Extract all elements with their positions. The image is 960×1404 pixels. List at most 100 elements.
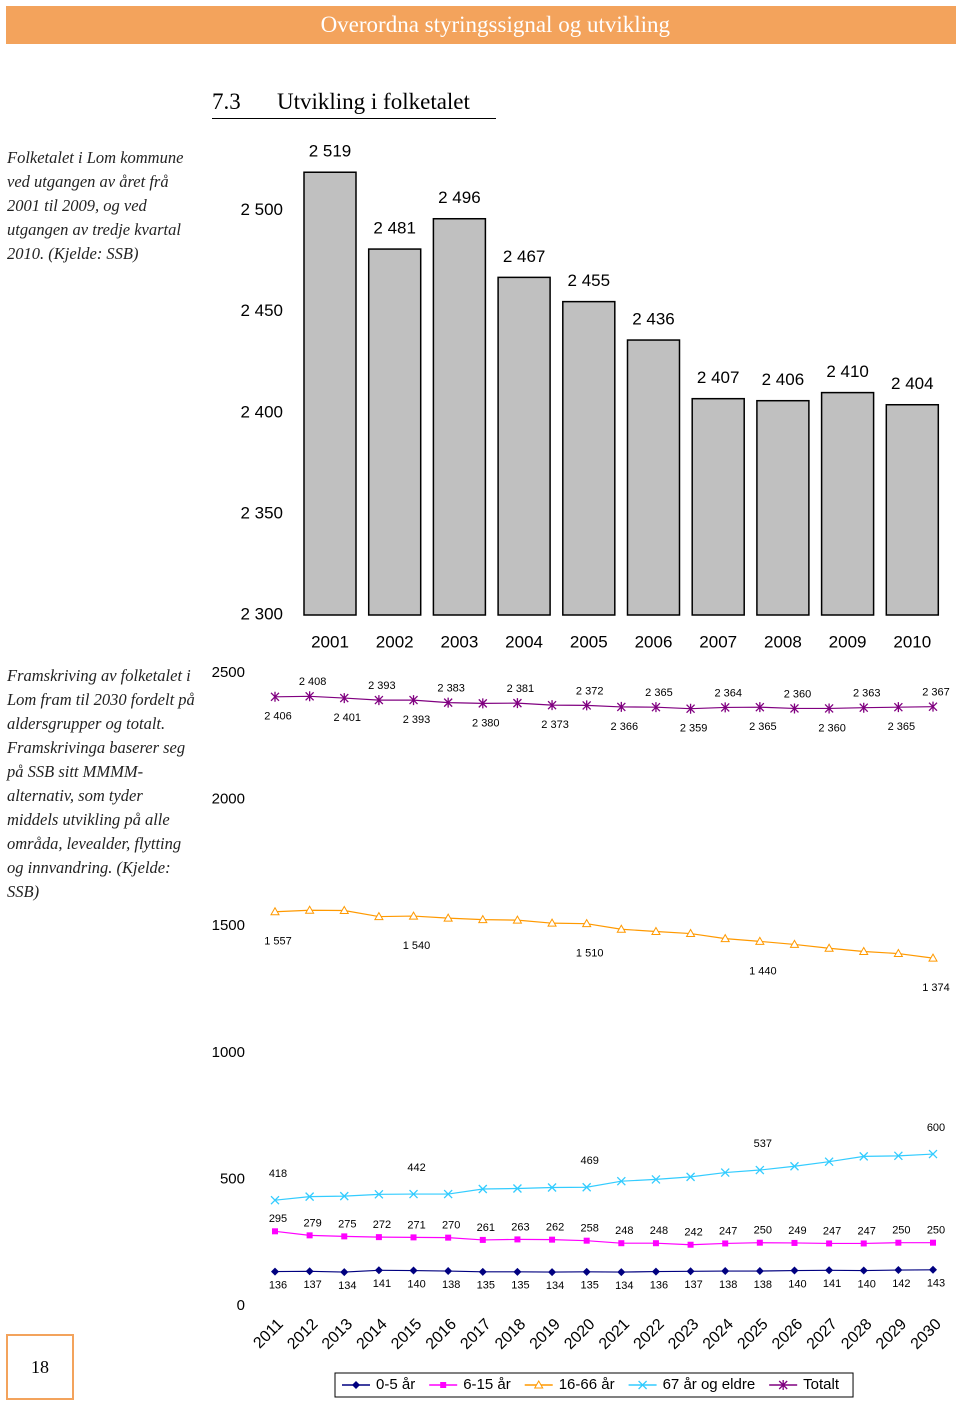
marker bbox=[755, 702, 765, 713]
series-line bbox=[274, 695, 934, 710]
marker bbox=[443, 697, 453, 708]
marker bbox=[687, 1241, 694, 1248]
marker bbox=[790, 1161, 799, 1171]
marker bbox=[929, 1265, 937, 1274]
marker bbox=[651, 702, 661, 713]
data-label: 2 372 bbox=[576, 685, 604, 697]
data-label: 2 383 bbox=[437, 683, 465, 695]
data-label: 295 bbox=[269, 1213, 287, 1225]
x-tick-label: 2001 bbox=[311, 632, 349, 651]
y-tick-label: 1500 bbox=[212, 917, 245, 934]
marker bbox=[444, 1267, 453, 1276]
x-tick-label: 2022 bbox=[631, 1316, 668, 1353]
caption: Folketalet i Lom kommune ved utgangen av… bbox=[7, 148, 184, 263]
marker bbox=[374, 1189, 384, 1199]
marker bbox=[722, 1240, 729, 1247]
legend-label: 0-5 år bbox=[376, 1376, 415, 1393]
data-label: 249 bbox=[788, 1225, 806, 1237]
section-underline bbox=[212, 118, 496, 119]
data-label: 134 bbox=[338, 1280, 356, 1292]
y-tick-label: 2 500 bbox=[240, 200, 283, 219]
x-tick-label: 2006 bbox=[635, 632, 673, 651]
marker bbox=[270, 1195, 280, 1205]
marker bbox=[512, 1184, 522, 1193]
y-tick-label: 1000 bbox=[212, 1044, 245, 1061]
marker bbox=[858, 946, 869, 956]
marker bbox=[305, 691, 315, 702]
data-label: 2 373 bbox=[541, 719, 569, 731]
data-label: 2 359 bbox=[680, 723, 708, 735]
bar bbox=[432, 217, 487, 616]
series-line bbox=[274, 1153, 934, 1201]
marker bbox=[304, 905, 315, 914]
marker bbox=[685, 928, 696, 938]
bar bbox=[626, 339, 681, 616]
marker bbox=[533, 1379, 544, 1389]
data-label: 2 393 bbox=[368, 680, 396, 692]
data-label: 275 bbox=[338, 1218, 356, 1230]
data-label: 134 bbox=[615, 1280, 633, 1292]
marker bbox=[512, 698, 522, 709]
marker bbox=[582, 1267, 591, 1276]
bar bbox=[367, 248, 422, 616]
data-label: 250 bbox=[927, 1225, 945, 1237]
legend-label: 67 år og eldre bbox=[663, 1376, 756, 1393]
marker bbox=[893, 1151, 903, 1161]
marker bbox=[720, 1168, 730, 1178]
section-number: 7.3 bbox=[212, 89, 241, 114]
marker bbox=[440, 1382, 447, 1388]
x-tick-label: 2021 bbox=[596, 1316, 633, 1353]
data-label: 136 bbox=[650, 1279, 668, 1291]
data-label: 2 363 bbox=[853, 688, 881, 700]
data-label: 2 360 bbox=[784, 688, 812, 700]
marker bbox=[514, 1236, 521, 1243]
data-label: 2 364 bbox=[714, 687, 742, 699]
x-tick-label: 2028 bbox=[838, 1316, 875, 1353]
x-tick-label: 2018 bbox=[492, 1316, 529, 1353]
marker bbox=[755, 1267, 764, 1276]
bar bbox=[885, 403, 940, 616]
marker bbox=[305, 1192, 315, 1202]
data-label: 140 bbox=[788, 1278, 806, 1290]
bar bbox=[562, 300, 616, 616]
bar bbox=[820, 391, 875, 616]
header-bar: Overordna styringssignal og utvikling bbox=[6, 6, 956, 44]
marker bbox=[547, 700, 557, 711]
marker bbox=[583, 1237, 590, 1244]
marker bbox=[928, 953, 938, 962]
data-label: 2 410 bbox=[826, 362, 869, 381]
marker bbox=[928, 701, 938, 712]
x-tick-label: 2004 bbox=[505, 632, 543, 651]
marker bbox=[305, 1267, 314, 1276]
x-tick-label: 2015 bbox=[388, 1316, 425, 1353]
marker bbox=[478, 1267, 487, 1276]
marker bbox=[755, 1165, 765, 1175]
marker bbox=[928, 1149, 938, 1159]
data-label: 1 557 bbox=[264, 936, 292, 948]
x-tick-label: 2020 bbox=[561, 1316, 598, 1353]
marker bbox=[409, 1266, 418, 1275]
marker bbox=[582, 1182, 592, 1192]
data-label: 247 bbox=[858, 1225, 876, 1237]
marker bbox=[651, 1267, 660, 1276]
data-label: 262 bbox=[546, 1222, 564, 1234]
marker bbox=[409, 695, 418, 706]
marker bbox=[549, 1236, 556, 1243]
marker bbox=[270, 691, 280, 702]
marker bbox=[720, 933, 731, 943]
data-label: 141 bbox=[373, 1278, 391, 1290]
marker bbox=[375, 1234, 382, 1241]
marker bbox=[340, 1268, 349, 1277]
x-tick-label: 2009 bbox=[829, 632, 867, 651]
x-tick-label: 2025 bbox=[734, 1316, 771, 1353]
data-label: 137 bbox=[303, 1279, 321, 1291]
legend-box bbox=[334, 1372, 854, 1398]
legend-label: 16-66 år bbox=[559, 1376, 615, 1393]
marker bbox=[893, 702, 903, 713]
marker bbox=[408, 911, 419, 920]
x-tick-label: 2011 bbox=[250, 1316, 286, 1352]
data-label: 258 bbox=[581, 1223, 599, 1235]
marker bbox=[638, 1380, 648, 1390]
x-tick-label: 2017 bbox=[457, 1316, 494, 1353]
